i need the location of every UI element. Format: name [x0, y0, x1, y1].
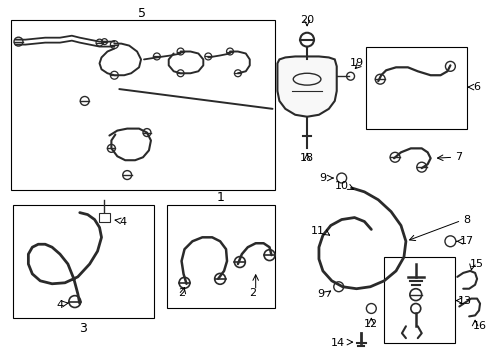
- Text: 8: 8: [462, 215, 469, 225]
- Text: 6: 6: [472, 82, 479, 92]
- Bar: [366, 46, 466, 129]
- Text: 2: 2: [249, 288, 256, 298]
- Text: 1: 1: [217, 191, 224, 204]
- Text: 18: 18: [300, 153, 313, 163]
- Bar: [384, 257, 454, 343]
- Text: 3: 3: [79, 322, 86, 335]
- Bar: [166, 205, 275, 309]
- Text: 7: 7: [454, 152, 462, 162]
- Text: 13: 13: [457, 296, 471, 306]
- Bar: [11, 20, 275, 190]
- Bar: [13, 205, 154, 318]
- Text: 12: 12: [364, 319, 378, 329]
- Text: 14: 14: [330, 338, 344, 348]
- Text: 19: 19: [349, 58, 363, 68]
- Text: 2: 2: [178, 288, 185, 298]
- Text: 5: 5: [138, 8, 146, 21]
- Polygon shape: [277, 57, 336, 117]
- Text: 11: 11: [310, 226, 324, 237]
- Text: 10: 10: [334, 181, 348, 191]
- Text: 9: 9: [317, 289, 324, 299]
- Text: 16: 16: [472, 321, 486, 331]
- Text: 4: 4: [119, 216, 126, 226]
- Text: 9: 9: [319, 173, 326, 183]
- Text: 17: 17: [459, 236, 473, 246]
- Text: 15: 15: [469, 259, 483, 269]
- Text: 4: 4: [56, 300, 63, 310]
- Bar: [99, 213, 110, 222]
- Text: 20: 20: [300, 15, 313, 25]
